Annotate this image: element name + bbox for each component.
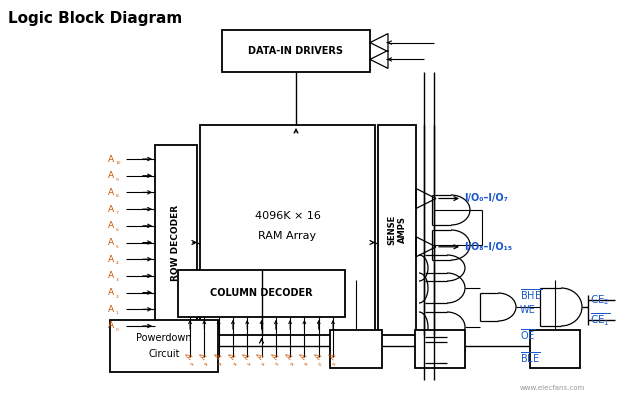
Bar xyxy=(530,330,580,368)
Text: ₂₀: ₂₀ xyxy=(318,361,324,367)
Text: ₁₈: ₁₈ xyxy=(289,361,295,367)
Text: ₆: ₆ xyxy=(116,226,119,232)
Text: Circuit: Circuit xyxy=(148,349,180,359)
Text: A: A xyxy=(108,171,114,180)
Text: A: A xyxy=(108,305,114,314)
Text: A: A xyxy=(199,352,210,361)
Text: I/O₀–I/O₇: I/O₀–I/O₇ xyxy=(464,193,508,203)
Text: ROW DECODER: ROW DECODER xyxy=(171,205,180,281)
Text: ₁₂: ₁₂ xyxy=(203,361,210,367)
Text: A: A xyxy=(213,352,224,361)
Text: www.elecfans.com: www.elecfans.com xyxy=(520,385,585,391)
Bar xyxy=(330,330,382,368)
Text: 4096K × 16: 4096K × 16 xyxy=(254,211,320,221)
Bar xyxy=(110,320,218,372)
Text: A: A xyxy=(328,352,338,361)
Text: A: A xyxy=(256,352,266,361)
Text: A: A xyxy=(108,238,114,247)
Text: A: A xyxy=(108,271,114,281)
Text: A: A xyxy=(108,255,114,264)
Text: A: A xyxy=(314,352,324,361)
Text: SENSE
AMPS: SENSE AMPS xyxy=(387,215,406,245)
Text: ₃: ₃ xyxy=(116,276,119,282)
Bar xyxy=(222,30,370,72)
Text: ₁₀: ₁₀ xyxy=(116,159,121,165)
Text: A: A xyxy=(299,352,310,361)
Bar xyxy=(155,145,197,340)
Bar xyxy=(200,125,375,335)
Text: $\overline{\mathrm{CE_1}}$: $\overline{\mathrm{CE_1}}$ xyxy=(590,312,611,328)
Text: $\mathrm{CE_2}$: $\mathrm{CE_2}$ xyxy=(590,293,610,307)
Text: WE: WE xyxy=(520,305,535,315)
Text: A: A xyxy=(185,352,195,361)
Text: ₁: ₁ xyxy=(116,309,119,315)
Bar xyxy=(378,125,416,335)
Text: A: A xyxy=(227,352,238,361)
Text: A: A xyxy=(108,154,114,164)
Bar xyxy=(415,330,465,368)
Text: DATA-IN DRIVERS: DATA-IN DRIVERS xyxy=(249,46,344,56)
Text: ₂₁: ₂₁ xyxy=(332,361,338,367)
Text: ₈: ₈ xyxy=(116,192,119,198)
Text: ₁₄: ₁₄ xyxy=(232,361,238,367)
Text: ₀: ₀ xyxy=(116,326,119,332)
Text: $\overline{\mathrm{BHE}}$: $\overline{\mathrm{BHE}}$ xyxy=(520,288,542,302)
Text: RAM Array: RAM Array xyxy=(258,231,316,241)
Text: A: A xyxy=(242,352,252,361)
Text: ₅: ₅ xyxy=(116,242,119,248)
Text: $\overline{\mathrm{OE}}$: $\overline{\mathrm{OE}}$ xyxy=(520,328,536,342)
Text: ₇: ₇ xyxy=(116,209,119,215)
Text: Logic Block Diagram: Logic Block Diagram xyxy=(8,10,182,25)
Text: A: A xyxy=(285,352,295,361)
Text: ₁₇: ₁₇ xyxy=(275,361,281,367)
Text: A: A xyxy=(108,221,114,230)
Text: COLUMN DECODER: COLUMN DECODER xyxy=(210,289,313,298)
Bar xyxy=(178,270,345,317)
Text: ₁₆: ₁₆ xyxy=(260,361,266,367)
Text: ₁₁: ₁₁ xyxy=(189,361,196,367)
Text: ₄: ₄ xyxy=(116,259,119,265)
Text: Powerdown: Powerdown xyxy=(136,333,192,343)
Text: A: A xyxy=(108,322,114,330)
Text: ₁₃: ₁₃ xyxy=(217,361,224,367)
Text: ₉: ₉ xyxy=(116,176,119,182)
Text: I/O₈–I/O₁₅: I/O₈–I/O₁₅ xyxy=(464,242,512,252)
Text: A: A xyxy=(108,288,114,297)
Text: A: A xyxy=(108,188,114,197)
Text: ₂: ₂ xyxy=(116,293,119,298)
Text: A: A xyxy=(108,205,114,214)
Text: $\overline{\mathrm{BLE}}$: $\overline{\mathrm{BLE}}$ xyxy=(520,351,541,365)
Text: ₁₉: ₁₉ xyxy=(303,361,310,367)
Text: ₁₅: ₁₅ xyxy=(246,361,252,367)
Text: A: A xyxy=(270,352,281,361)
